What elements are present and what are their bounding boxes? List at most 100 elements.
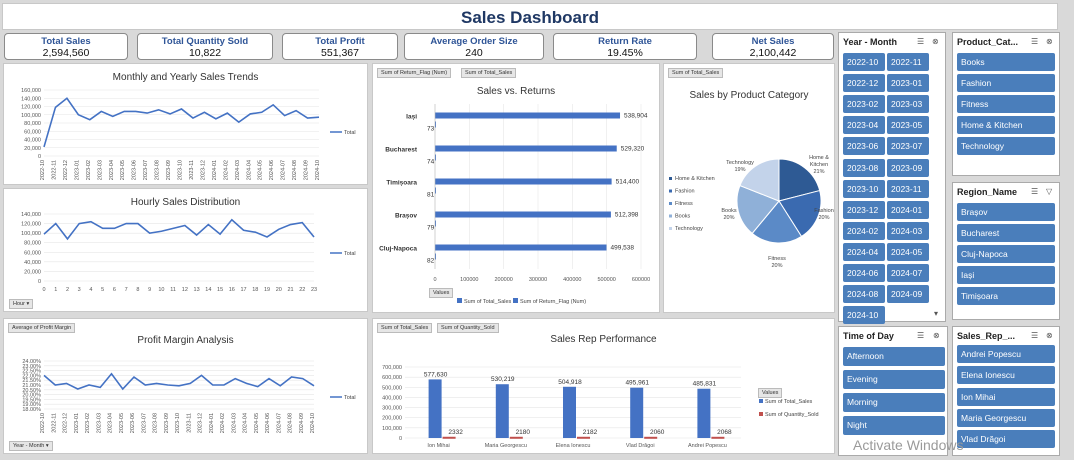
slicer-item[interactable]: Night xyxy=(843,416,945,435)
slicer-item[interactable]: Afternoon xyxy=(843,347,945,366)
clear-filter-icon[interactable]: ⊗ xyxy=(1046,37,1053,46)
clear-filter-icon[interactable]: ⊗ xyxy=(932,37,939,46)
x-tick-label: 2022-11 xyxy=(51,160,57,180)
slicer-item[interactable]: Andrei Popescu xyxy=(957,345,1055,363)
multi-select-icon[interactable]: ☰ xyxy=(1031,187,1039,196)
quantity-data-label: 2060 xyxy=(650,429,665,436)
slicer-item[interactable]: 2023-06 xyxy=(843,137,885,156)
pie-sum-total-sales-button[interactable]: Sum of Total_Sales xyxy=(668,68,724,78)
legend-swatch xyxy=(669,202,672,205)
x-tick-label: 2024-01 xyxy=(209,413,215,433)
slicer-item[interactable]: 2024-04 xyxy=(843,242,885,261)
sales-bar xyxy=(435,112,621,119)
x-tick-label: 200000 xyxy=(494,277,512,283)
slicer-item[interactable]: 2023-01 xyxy=(887,74,929,93)
clear-filter-icon[interactable]: ⊗ xyxy=(933,331,940,340)
clear-filter-icon[interactable]: ⊗ xyxy=(1046,331,1053,340)
hour-filter-button[interactable]: Hour ▾ xyxy=(9,299,34,309)
slicer-item[interactable]: Timișoara xyxy=(957,287,1055,306)
slicer-item[interactable]: Elena Ionescu xyxy=(957,366,1055,385)
slicer-item[interactable]: Bucharest xyxy=(957,224,1055,243)
sales-rep-panel: Sum of Total_Sales Sum of Quantity_Sold … xyxy=(372,318,835,454)
slicer-item[interactable]: 2024-10 xyxy=(843,306,885,325)
slicer-item[interactable]: 2024-09 xyxy=(887,285,929,304)
slicer-item[interactable]: 2023-09 xyxy=(887,158,929,177)
slicer-item[interactable]: Ion Mihai xyxy=(957,387,1055,406)
slicer-item[interactable]: 2022-10 xyxy=(843,53,885,71)
sales-data-label: 530,219 xyxy=(491,376,515,383)
x-tick-label: 2024-08 xyxy=(292,160,298,180)
slicer-item[interactable]: 2023-04 xyxy=(843,116,885,135)
slicer-item[interactable]: Cluj-Napoca xyxy=(957,245,1055,264)
slicer-item[interactable]: 2023-07 xyxy=(887,137,929,156)
sales-bar xyxy=(563,386,576,438)
slicer-item[interactable]: 2023-10 xyxy=(843,179,885,198)
x-tick-label: 2023-12 xyxy=(198,413,204,433)
x-tick-label: Maria Georgescu xyxy=(485,443,527,449)
slicer-item[interactable]: 2023-03 xyxy=(887,95,929,114)
slicer-item[interactable]: Maria Georgescu xyxy=(957,408,1055,427)
x-tick-label: 2024-10 xyxy=(310,413,316,433)
slicer-item[interactable]: Fashion xyxy=(957,74,1055,93)
slicer-item[interactable]: 2023-08 xyxy=(843,158,885,177)
rep-values-button[interactable]: Values xyxy=(758,388,783,398)
slicer-item[interactable]: 2024-05 xyxy=(887,242,929,261)
multi-select-icon[interactable]: ☰ xyxy=(917,331,925,340)
avg-profit-margin-button[interactable]: Average of Profit Margin xyxy=(8,323,76,333)
slicer-item[interactable]: 2024-01 xyxy=(887,200,929,219)
slicer-item[interactable]: 2023-02 xyxy=(843,95,885,114)
slicer-item[interactable]: Fitness xyxy=(957,95,1055,114)
slicer-item[interactable]: Iași xyxy=(957,266,1055,285)
kpi-label: Return Rate xyxy=(598,36,652,47)
category-label: Bucharest xyxy=(385,147,418,154)
slicer-item[interactable]: 2022-11 xyxy=(887,53,929,71)
x-tick-label: 2022-10 xyxy=(40,160,46,180)
x-tick-label: 2023-11 xyxy=(189,160,195,180)
slicer-item[interactable]: Technology xyxy=(957,137,1055,156)
x-tick-label: 2024-04 xyxy=(246,160,252,180)
slicer-item[interactable]: 2023-05 xyxy=(887,116,929,135)
filter-icon[interactable]: ▽ xyxy=(1046,187,1053,196)
slicer-item[interactable]: Brașov xyxy=(957,203,1055,221)
year-month-filter-button[interactable]: Year - Month ▾ xyxy=(9,441,53,451)
slicer-item[interactable]: Books xyxy=(957,53,1055,71)
slicer-item[interactable]: 2024-02 xyxy=(843,221,885,240)
y-tick-label: 40,000 xyxy=(24,138,41,144)
x-tick-label: 2023-01 xyxy=(74,160,80,180)
slicer-item[interactable]: 2024-03 xyxy=(887,221,929,240)
x-tick-label: 2022-10 xyxy=(40,413,46,433)
sum-total-sales-button[interactable]: Sum of Total_Sales xyxy=(461,68,517,78)
slicer-item[interactable]: Vlad Drăgoi xyxy=(957,430,1055,449)
scroll-down-icon[interactable]: ▾ xyxy=(934,309,939,318)
sales-data-label: 504,918 xyxy=(558,379,582,386)
slicer-item[interactable]: 2024-06 xyxy=(843,264,885,282)
slicer-item[interactable]: 2024-07 xyxy=(887,264,929,282)
legend-label: Books xyxy=(675,214,691,220)
values-button[interactable]: Values xyxy=(429,288,454,298)
slicer-item[interactable]: Morning xyxy=(843,393,945,412)
slicer-item[interactable]: 2024-08 xyxy=(843,285,885,304)
region-slicer-title: Region_Name xyxy=(957,187,1018,197)
x-tick-label: 2024-03 xyxy=(235,160,241,180)
rep-sum-total-sales-button[interactable]: Sum of Total_Sales xyxy=(377,323,433,333)
quantity-bar xyxy=(442,436,456,439)
multi-select-icon[interactable]: ☰ xyxy=(1031,37,1039,46)
x-tick-label: 2023-09 xyxy=(164,413,170,433)
multi-select-icon[interactable]: ☰ xyxy=(917,37,925,46)
x-tick-label: 2023-06 xyxy=(132,160,138,180)
slicer-item[interactable]: Home & Kitchen xyxy=(957,116,1055,135)
pie-slice xyxy=(778,189,822,238)
quantity-bar xyxy=(509,436,523,439)
sum-return-flag-button[interactable]: Sum of Return_Flag (Num) xyxy=(377,68,452,78)
slicer-item[interactable]: Evening xyxy=(843,370,945,389)
x-tick-label: 2024-05 xyxy=(258,160,264,180)
sales-data-label: 538,904 xyxy=(624,113,648,120)
hourly-panel: Hourly Sales Distribution 0 20,000 40,000 6… xyxy=(3,188,368,312)
slicer-item[interactable]: 2022-12 xyxy=(843,74,885,93)
series-line xyxy=(43,97,320,148)
slicer-item[interactable]: 2023-12 xyxy=(843,200,885,219)
slicer-item[interactable]: 2023-11 xyxy=(887,179,929,198)
rep-sum-quantity-button[interactable]: Sum of Quantity_Sold xyxy=(437,323,499,333)
y-tick-label: 21.50% xyxy=(22,378,41,384)
multi-select-icon[interactable]: ☰ xyxy=(1031,331,1039,340)
